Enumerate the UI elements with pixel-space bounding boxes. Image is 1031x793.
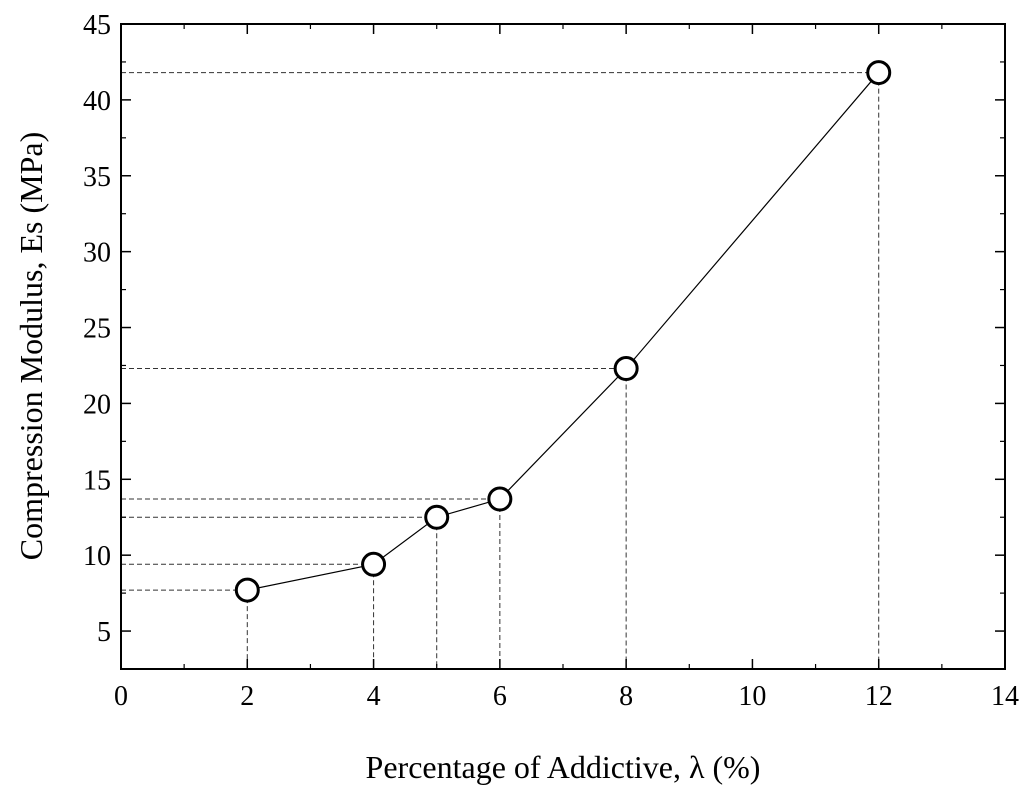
- x-tick-label: 4: [367, 681, 381, 712]
- y-tick-label: 30: [83, 238, 111, 269]
- minor-ticks: [121, 24, 1005, 670]
- data-point: [361, 551, 387, 577]
- y-tick-label: 20: [83, 389, 111, 420]
- data-point: [487, 486, 513, 512]
- y-tick-label: 15: [83, 465, 111, 496]
- y-tick-label: 35: [83, 162, 111, 193]
- y-tick-label: 5: [97, 617, 111, 648]
- x-axis-title: Percentage of Addictive, λ (%): [366, 749, 761, 785]
- data-point: [613, 356, 639, 382]
- plot-frame: [120, 23, 1006, 670]
- x-tick-labels: 0 2 4 6 8 10 12 14: [114, 681, 1019, 712]
- y-axis-title: Compression Modulus, Es (MPa): [13, 132, 49, 560]
- x-tick-label: 0: [114, 681, 128, 712]
- x-tick-label: 10: [738, 681, 766, 712]
- y-tick-label: 45: [83, 10, 111, 41]
- x-tick-label: 14: [991, 681, 1019, 712]
- y-tick-label: 25: [83, 314, 111, 345]
- x-tick-label: 6: [493, 681, 507, 712]
- y-tick-label: 40: [83, 86, 111, 117]
- major-ticks: [120, 23, 1006, 669]
- y-tick-labels: 5 10 15 20 25 30 35 40 45: [83, 10, 111, 648]
- x-tick-label: 2: [240, 681, 254, 712]
- data-point: [866, 60, 892, 86]
- series-line: [247, 72, 880, 591]
- x-tick-label: 12: [865, 681, 893, 712]
- y-tick-label: 10: [83, 541, 111, 572]
- data-point: [424, 504, 450, 530]
- data-markers: [234, 60, 892, 603]
- series-line-group: [247, 72, 880, 591]
- drop-lines: [121, 72, 880, 669]
- data-point: [234, 577, 260, 603]
- x-tick-label: 8: [619, 681, 633, 712]
